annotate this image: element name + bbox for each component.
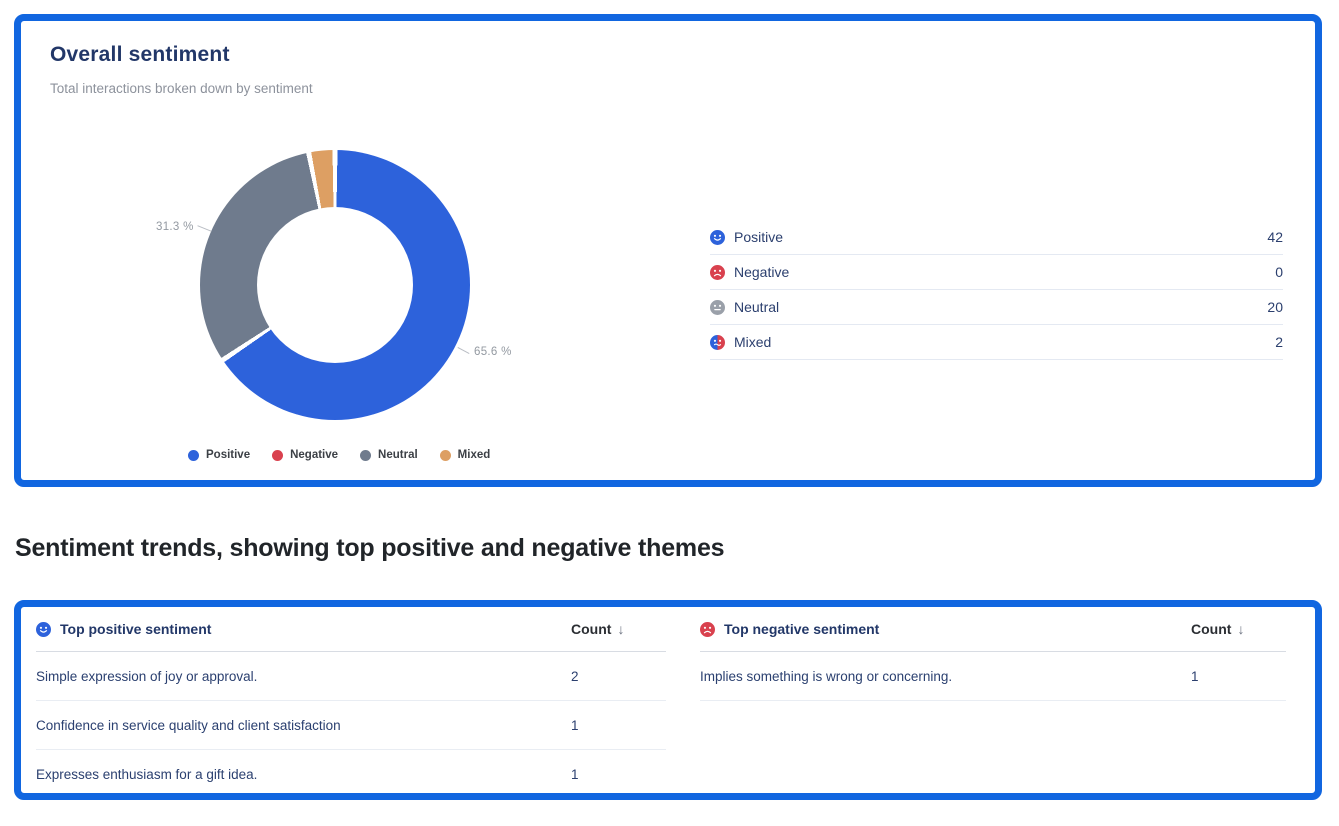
donut-hole xyxy=(257,207,413,363)
mixed-dot-icon xyxy=(439,449,451,461)
label-tick-neutral xyxy=(197,225,212,232)
overall-sentiment-card: Overall sentiment Total interactions bro… xyxy=(14,14,1322,487)
donut-chart[interactable] xyxy=(200,150,470,420)
percent-label-positive: 65.6 % xyxy=(474,346,512,358)
breakdown-row-negative: Negative 0 xyxy=(710,255,1283,290)
sort-descending-icon[interactable]: ↓ xyxy=(1237,621,1245,637)
table-header: Top negative sentiment Count ↓ xyxy=(700,607,1286,652)
theme-count: 1 xyxy=(1191,668,1199,684)
negative-face-icon xyxy=(710,264,725,280)
label-tick-positive xyxy=(457,347,470,354)
breakdown-label: Mixed xyxy=(734,334,772,350)
count-column-header[interactable]: Count xyxy=(571,621,612,637)
breakdown-count: 20 xyxy=(1267,299,1283,315)
negative-face-icon xyxy=(700,621,715,637)
legend-item-neutral[interactable]: Neutral xyxy=(360,449,418,461)
neutral-face-icon xyxy=(710,299,725,315)
sort-descending-icon[interactable]: ↓ xyxy=(617,621,625,637)
theme-text: Confidence in service quality and client… xyxy=(36,717,341,733)
table-row: Expresses enthusiasm for a gift idea. 1 xyxy=(36,750,666,793)
card-title: Overall sentiment xyxy=(50,43,230,66)
breakdown-label: Positive xyxy=(734,229,784,245)
theme-count: 2 xyxy=(571,668,579,684)
positive-face-icon xyxy=(36,621,51,637)
mixed-face-icon xyxy=(710,334,725,350)
table-header: Top positive sentiment Count ↓ xyxy=(36,607,666,652)
legend-item-mixed[interactable]: Mixed xyxy=(439,449,491,461)
legend-label: Negative xyxy=(290,449,339,461)
breakdown-count: 2 xyxy=(1275,334,1283,350)
table-row: Simple expression of joy or approval. 2 xyxy=(36,652,666,701)
breakdown-label: Negative xyxy=(734,264,790,280)
sentiment-trends-card: Top positive sentiment Count ↓ Simple ex… xyxy=(14,600,1322,800)
breakdown-count: 0 xyxy=(1275,264,1283,280)
breakdown-row-neutral: Neutral 20 xyxy=(710,290,1283,325)
percent-label-neutral: 31.3 % xyxy=(156,221,194,233)
positive-face-icon xyxy=(710,229,725,245)
sentiment-breakdown-list: Positive 42 Negative 0 Neutral 20 xyxy=(710,220,1283,360)
top-positive-table: Top positive sentiment Count ↓ Simple ex… xyxy=(36,607,666,793)
section-heading: Sentiment trends, showing top positive a… xyxy=(15,534,725,562)
table-title: Top positive sentiment xyxy=(60,621,212,637)
theme-text: Expresses enthusiasm for a gift idea. xyxy=(36,767,258,782)
legend-item-positive[interactable]: Positive xyxy=(188,449,250,461)
breakdown-label: Neutral xyxy=(734,299,780,315)
legend-label: Positive xyxy=(206,449,251,461)
table-row: Implies something is wrong or concerning… xyxy=(700,652,1286,701)
table-title: Top negative sentiment xyxy=(724,621,880,637)
positive-dot-icon xyxy=(188,449,199,461)
theme-count: 1 xyxy=(571,767,579,782)
negative-dot-icon xyxy=(272,449,284,461)
card-subtitle: Total interactions broken down by sentim… xyxy=(50,81,313,96)
legend-item-negative[interactable]: Negative xyxy=(272,449,338,461)
theme-count: 1 xyxy=(571,717,579,733)
breakdown-count: 42 xyxy=(1267,229,1283,245)
neutral-dot-icon xyxy=(360,449,372,461)
theme-text: Implies something is wrong or concerning… xyxy=(700,668,953,684)
table-row: Confidence in service quality and client… xyxy=(36,701,666,750)
theme-text: Simple expression of joy or approval. xyxy=(36,668,258,684)
breakdown-row-mixed: Mixed 2 xyxy=(710,325,1283,360)
chart-legend: Positive Negative Neutral Mixed xyxy=(188,449,490,461)
breakdown-row-positive: Positive 42 xyxy=(710,220,1283,255)
legend-label: Neutral xyxy=(378,449,418,461)
count-column-header[interactable]: Count xyxy=(1191,621,1232,637)
top-negative-table: Top negative sentiment Count ↓ Implies s… xyxy=(700,607,1286,701)
legend-label: Mixed xyxy=(457,449,491,461)
